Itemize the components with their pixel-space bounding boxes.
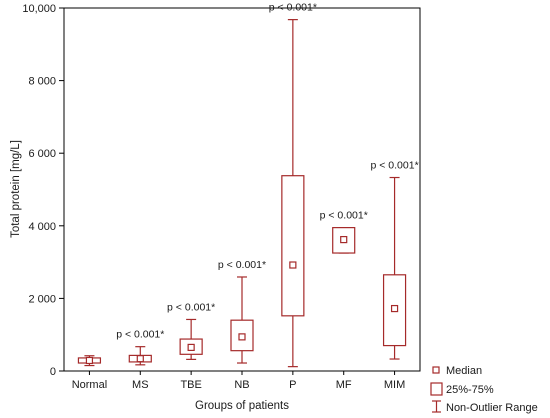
- median-marker: [85, 356, 94, 365]
- box-ms: [128, 346, 152, 366]
- y-axis: 0 2 000 4 000 6 000 8 000 10,000: [22, 3, 64, 378]
- x-axis: Normal MS TBE NB P MF MIM: [72, 371, 405, 391]
- median-marker: [390, 304, 399, 313]
- box-p: [281, 19, 305, 368]
- legend-range-label: Non-Outlier Range: [446, 402, 538, 414]
- y-tick-label: 10,000: [22, 3, 56, 15]
- y-tick-label: 4 000: [28, 221, 56, 233]
- legend-median-icon: [432, 366, 440, 374]
- p-value-annotation: p < 0.001*: [320, 210, 368, 222]
- p-value-annotation: p < 0.001*: [116, 329, 164, 341]
- legend-box-icon: [430, 382, 443, 396]
- x-tick-label: NB: [234, 379, 249, 391]
- y-tick-label: 2 000: [28, 293, 56, 305]
- box-tbe: [179, 318, 203, 360]
- box-mim: [382, 176, 407, 360]
- legend: Median 25%-75% Non-Outlier Range: [430, 365, 538, 414]
- box-mf: [332, 227, 356, 254]
- y-axis-title: Total protein [mg/L]: [10, 140, 22, 238]
- median-marker: [238, 333, 246, 341]
- box-nb: [230, 276, 254, 364]
- median-marker: [187, 343, 195, 352]
- x-tick-label: P: [289, 379, 296, 391]
- p-value-annotation: p < 0.001*: [370, 160, 418, 172]
- y-tick-label: 0: [50, 366, 56, 378]
- median-marker: [289, 261, 297, 269]
- y-tick-label: 8 000: [28, 76, 56, 88]
- x-tick-label: MS: [132, 379, 149, 391]
- x-tick-label: TBE: [180, 379, 201, 391]
- box-normal: [77, 355, 102, 367]
- y-tick-label: 6 000: [28, 148, 56, 160]
- median-marker: [136, 355, 144, 363]
- p-value-annotation: p < 0.001*: [269, 2, 317, 14]
- legend-box-label: 25%-75%: [446, 384, 494, 396]
- box-series: [77, 19, 407, 368]
- x-tick-label: Normal: [72, 379, 107, 391]
- median-marker: [340, 235, 348, 244]
- x-tick-label: MIM: [384, 379, 405, 391]
- x-tick-label: MF: [336, 379, 352, 391]
- p-value-annotation: p < 0.001*: [167, 301, 215, 313]
- p-value-annotation: p < 0.001*: [218, 259, 266, 271]
- legend-range-icon: [432, 400, 441, 413]
- annotations: p < 0.001* p < 0.001* p < 0.001* p < 0.001*…: [116, 2, 418, 341]
- box-iqr: [281, 175, 305, 317]
- x-axis-title: Groups of patients: [195, 400, 289, 412]
- legend-median-label: Median: [446, 365, 482, 377]
